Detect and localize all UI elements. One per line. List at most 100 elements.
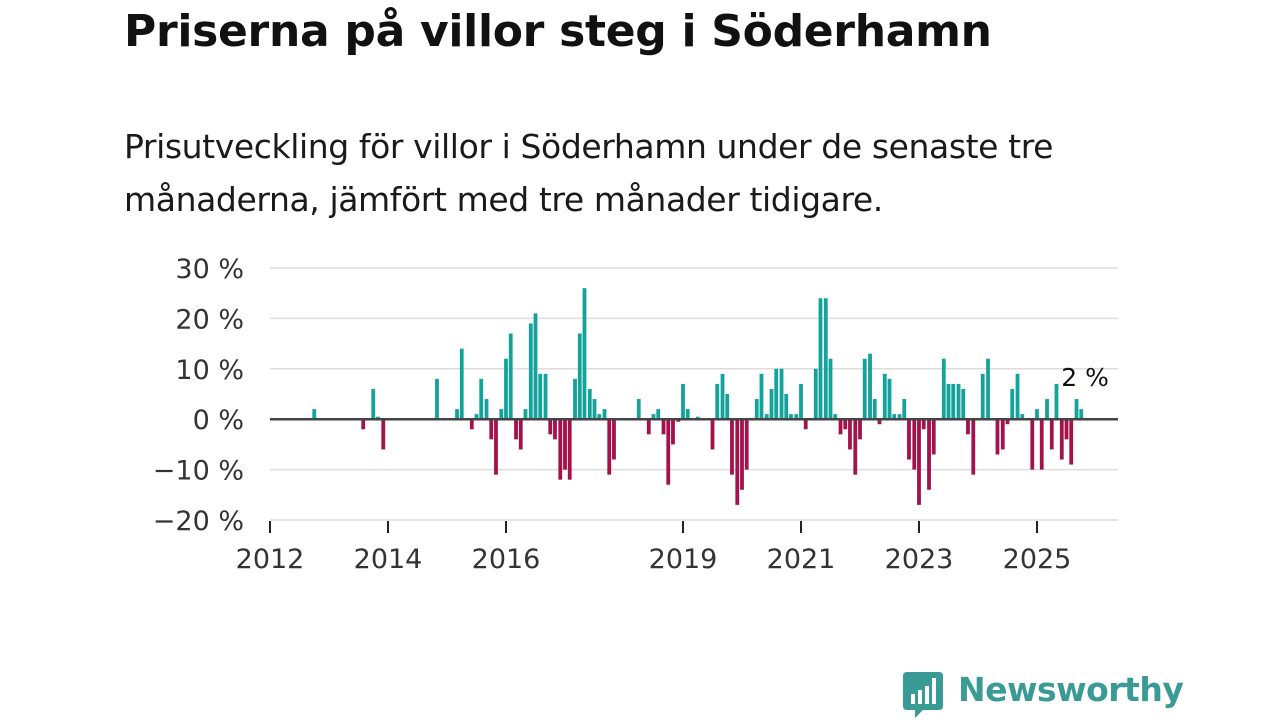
bar [848,419,852,450]
bar [971,419,976,475]
bar [961,388,966,420]
bar [1000,419,1005,450]
bar [474,414,479,420]
bar [941,358,946,420]
bar [499,409,504,420]
bar [518,419,523,450]
bars [312,288,1084,505]
bar [951,383,956,420]
y-tick-label: 30 % [175,254,244,285]
x-tick-label: 2019 [649,544,718,575]
bar [813,368,818,420]
bar [927,419,931,490]
y-tick-label: −20 % [153,506,244,537]
bar [523,409,528,420]
bar [946,383,951,420]
bar [794,414,799,420]
bar [543,373,548,420]
bar [1030,419,1035,470]
bar [1015,373,1020,420]
newsworthy-logo-icon [903,672,943,718]
bar [1064,419,1069,440]
bar [563,419,567,470]
bar [671,419,675,445]
bar [872,399,877,420]
bar [902,399,907,420]
bar [710,419,715,450]
bar [361,419,366,430]
bar [995,419,1000,455]
y-tick-label: 10 % [175,355,244,386]
bar [1049,419,1054,450]
bar [725,394,730,420]
x-tick-label: 2014 [354,544,423,575]
bar [803,419,808,430]
bar [548,419,553,435]
bar [494,419,498,475]
bar [799,383,803,420]
bar [882,373,887,420]
bar [1069,419,1074,465]
bar [1010,388,1015,420]
bar [784,394,789,420]
newsworthy-logo: Newsworthy [903,670,1193,720]
bar [376,416,380,420]
bar [469,419,474,430]
bar [587,388,592,420]
bar [730,419,734,475]
bar [1074,399,1079,420]
bar [868,353,872,420]
bar [1039,419,1044,470]
bar [774,368,779,420]
bar [764,414,769,420]
x-tick-label: 2023 [885,544,954,575]
y-tick-label: −10 % [153,456,244,487]
bar [833,414,838,420]
bar [779,368,784,420]
bar [862,358,867,420]
newsworthy-logo-text: Newsworthy [958,670,1184,709]
bar [602,409,607,420]
bar [636,399,641,420]
bar [656,409,661,420]
bar [759,373,764,420]
bar [528,323,533,420]
bar [312,409,317,420]
bar [931,419,936,455]
bar [514,419,518,440]
bar [681,383,685,420]
bar [956,383,961,420]
chart-subtitle: Prisutveckling för villor i Söderhamn un… [124,127,1054,219]
bar [597,414,602,420]
bar [715,383,720,420]
bar [573,378,577,420]
bar [1005,419,1010,425]
bar [381,419,386,450]
bar [921,419,926,430]
bar [828,358,833,420]
bar [735,419,740,505]
bar [484,399,489,420]
bar [917,419,921,505]
bar [720,373,725,420]
bar [789,414,793,420]
grid-lines [270,267,1118,521]
x-tick-label: 2025 [1003,544,1072,575]
bar [740,419,744,490]
bar [666,419,671,485]
y-axis-tick-labels: 30 % 20 % 10 % 0 % −10 % −20 % [153,254,244,537]
bar [744,419,749,470]
bar [769,388,774,420]
bar [966,419,970,435]
bar [676,419,681,422]
bar [892,414,897,420]
bar [459,348,464,420]
bar [912,419,917,470]
bar [651,414,656,420]
bar [1035,409,1039,420]
bar [455,409,459,420]
x-tick-label: 2012 [236,544,305,575]
bar [612,419,616,460]
axes [269,417,1118,533]
